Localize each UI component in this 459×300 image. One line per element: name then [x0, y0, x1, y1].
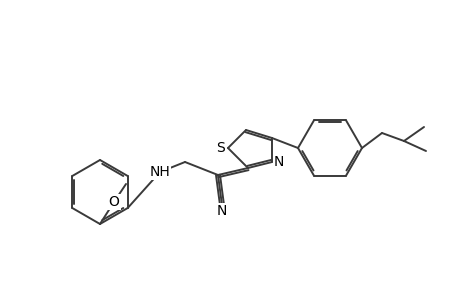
Text: N: N: [273, 155, 284, 169]
Text: O: O: [108, 195, 119, 209]
Text: N: N: [216, 204, 227, 218]
Text: NH: NH: [149, 165, 170, 179]
Text: S: S: [216, 141, 225, 155]
